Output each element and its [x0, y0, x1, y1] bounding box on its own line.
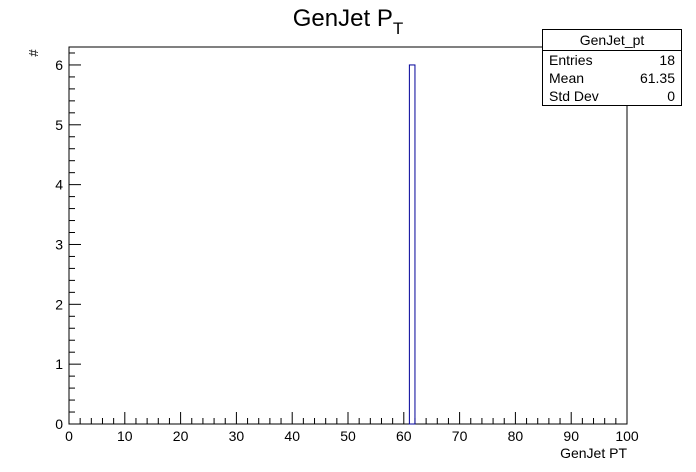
stats-row-stddev: Std Dev 0	[543, 87, 681, 105]
y-tick-label: 2	[55, 296, 63, 312]
y-tick-label: 6	[55, 57, 63, 73]
x-tick-label: 50	[340, 428, 356, 444]
stats-value: 18	[659, 52, 675, 68]
stats-row-mean: Mean 61.35	[543, 69, 681, 87]
x-tick-label: 20	[173, 428, 189, 444]
y-tick-label: 5	[55, 117, 63, 133]
x-tick-label: 60	[396, 428, 412, 444]
y-tick-label: 0	[55, 416, 63, 432]
y-tick-label: 4	[55, 177, 63, 193]
x-tick-label: 40	[284, 428, 300, 444]
x-tick-label: 70	[452, 428, 468, 444]
chart-title: GenJet PT	[293, 5, 403, 38]
x-axis-label: GenJet PT	[560, 445, 627, 461]
x-tick-label: 0	[65, 428, 73, 444]
stats-value: 61.35	[639, 70, 675, 86]
x-tick-label: 100	[615, 428, 639, 444]
stats-box: GenJet_pt Entries 18 Mean 61.35 Std Dev …	[542, 29, 682, 106]
histogram-bar	[408, 64, 416, 425]
stats-label: Std Dev	[549, 88, 599, 104]
stats-label: Mean	[549, 70, 585, 86]
stats-title: GenJet_pt	[543, 30, 681, 51]
histogram-bars	[408, 64, 416, 425]
x-tick-label: 30	[229, 428, 245, 444]
stats-label: Entries	[549, 52, 593, 68]
y-axis-label: #	[26, 49, 41, 57]
chart-title-main: GenJet P	[293, 5, 393, 32]
y-tick-label: 3	[55, 236, 63, 252]
x-tick-label: 10	[117, 428, 133, 444]
y-tick-label: 1	[55, 356, 63, 372]
stats-value: 0	[667, 88, 675, 104]
axis-ticks: 0 10 20 30 40 50 60 70 80 90 100 0 1 2 3 4 5 6	[55, 52, 639, 444]
x-tick-label: 80	[508, 428, 524, 444]
chart-title-subscript: T	[393, 19, 403, 38]
stats-row-entries: Entries 18	[543, 51, 681, 69]
x-tick-label: 90	[563, 428, 579, 444]
